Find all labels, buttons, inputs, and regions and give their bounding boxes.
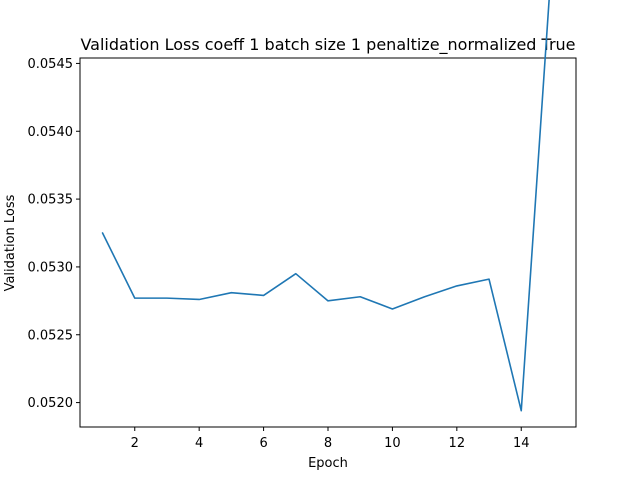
x-tick-label: 6 (259, 436, 267, 451)
y-axis: 0.0520 0.0525 0.0530 0.0535 0.0540 0.0545 (28, 57, 80, 411)
x-tick-label: 8 (324, 436, 332, 451)
x-axis-label: Epoch (308, 456, 348, 471)
y-tick-label: 0.0540 (28, 125, 74, 140)
x-tick-label: 12 (449, 436, 466, 451)
x-tick-label: 10 (384, 436, 401, 451)
y-axis-label: Validation Loss (3, 194, 18, 291)
chart-title: Validation Loss coeff 1 batch size 1 pen… (80, 35, 575, 55)
y-tick-label: 0.0520 (28, 396, 74, 411)
y-tick-label: 0.0525 (28, 328, 74, 343)
plot-frame (79, 57, 577, 428)
y-tick-label: 0.0545 (28, 57, 74, 72)
x-axis: 2 4 6 8 10 12 14 (131, 427, 530, 451)
series-line (101, 0, 550, 412)
y-tick-label: 0.0530 (28, 260, 74, 275)
x-tick-label: 2 (131, 436, 139, 451)
y-tick-label: 0.0535 (28, 193, 74, 208)
x-tick-label: 14 (513, 436, 530, 451)
x-tick-label: 4 (195, 436, 203, 451)
plot-area (79, 57, 577, 428)
series-group (101, 0, 550, 412)
